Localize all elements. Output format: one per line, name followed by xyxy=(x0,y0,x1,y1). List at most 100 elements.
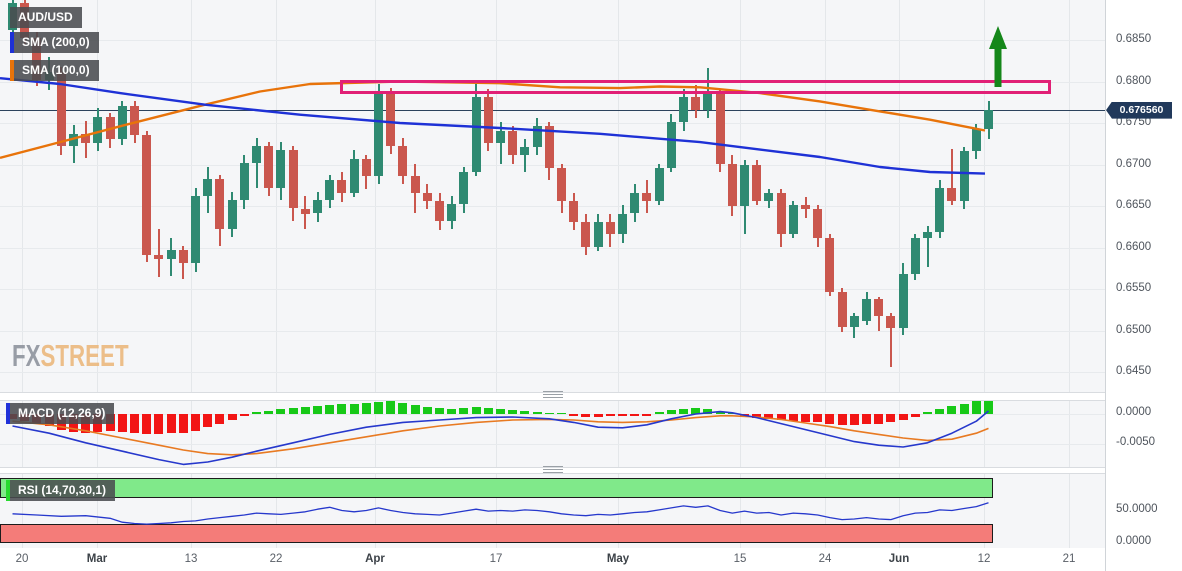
time-tick-label: 24 xyxy=(818,553,832,565)
price-axis-label: 0.6650 xyxy=(1116,199,1152,211)
watermark-fx: FX xyxy=(12,338,41,373)
macd-histogram-bar xyxy=(471,406,481,414)
candle-body xyxy=(544,126,554,168)
macd-histogram-bar xyxy=(386,401,396,414)
time-axis[interactable]: 20 Mar 13 22 Apr 17 May 15 24 Jun 12 21 xyxy=(0,548,1105,571)
macd-histogram-bar xyxy=(557,412,566,414)
macd-axis-label: 0.0000 xyxy=(1116,406,1152,418)
sma100-label: SMA (100,0) xyxy=(14,60,99,81)
vertical-gridline xyxy=(97,474,98,548)
price-axis-label: 0.6550 xyxy=(1116,282,1152,294)
rsi-pane[interactable] xyxy=(0,473,1105,549)
time-tick-label: 12 xyxy=(977,553,991,565)
vertical-gridline xyxy=(276,474,277,548)
macd-histogram-bar xyxy=(398,403,408,414)
candle-body xyxy=(471,97,481,172)
resistance-zone-rectangle[interactable] xyxy=(340,79,1051,94)
macd-histogram-bar xyxy=(361,403,371,414)
macd-histogram-bar xyxy=(422,406,432,414)
vertical-gridline xyxy=(1069,401,1070,467)
macd-axis-label: -0.0050 xyxy=(1116,436,1156,448)
candle-body xyxy=(398,146,408,177)
fxstreet-watermark-logo: FXSTREET xyxy=(12,338,129,374)
candle-body xyxy=(703,93,713,110)
main-price-pane[interactable] xyxy=(0,0,1105,393)
candle-body xyxy=(837,292,847,328)
macd-histogram-bar xyxy=(862,414,871,425)
rsi-line xyxy=(12,502,989,525)
candle-wick xyxy=(255,137,258,188)
macd-histogram-bar xyxy=(410,405,420,414)
macd-histogram-bar xyxy=(117,414,127,432)
candle-wick xyxy=(157,229,160,278)
time-tick-label: 22 xyxy=(269,553,283,565)
candle-body xyxy=(154,255,164,260)
macd-histogram-bar xyxy=(910,414,920,417)
macd-histogram-bar xyxy=(569,414,579,417)
candle-body xyxy=(349,158,359,193)
pane-resize-handle-macd[interactable] xyxy=(543,391,563,398)
price-axis-label: 0.6500 xyxy=(1116,323,1152,336)
candle-body xyxy=(801,205,810,210)
candle-body xyxy=(971,128,981,152)
macd-histogram-bar xyxy=(764,414,774,419)
candle-body xyxy=(178,250,188,264)
vertical-gridline xyxy=(984,401,985,467)
candle-body xyxy=(532,126,542,147)
candle-body xyxy=(142,134,152,255)
candle-body xyxy=(557,167,566,201)
vertical-gridline xyxy=(496,0,497,392)
vertical-gridline xyxy=(191,474,192,548)
candle-body xyxy=(813,209,823,239)
macd-histogram-bar xyxy=(166,414,176,434)
pane-resize-handle-rsi[interactable] xyxy=(543,466,563,473)
rsi-badge[interactable]: RSI (14,70,30,1) xyxy=(6,480,116,501)
candle-body xyxy=(130,105,139,135)
macd-histogram-bar xyxy=(813,414,823,423)
symbol-badge[interactable]: AUD/USD xyxy=(10,7,82,28)
macd-label: MACD (12,26,9) xyxy=(10,403,115,424)
horizontal-gridline xyxy=(0,40,1105,41)
candle-wick xyxy=(950,148,953,206)
vertical-gridline xyxy=(22,0,23,392)
bullish-arrow-annotation[interactable] xyxy=(985,24,1011,92)
vertical-gridline xyxy=(825,474,826,548)
candle-body xyxy=(32,38,42,80)
macd-histogram-bar xyxy=(337,404,347,414)
macd-histogram-bar xyxy=(947,406,957,414)
sma100-badge[interactable]: SMA (100,0) xyxy=(10,60,99,81)
candle-body xyxy=(56,71,66,147)
price-axis-label: 0.6600 xyxy=(1116,240,1152,253)
price-axis[interactable]: 0.6850 0.6800 0.6750 0.6700 0.6650 0.6600 0.65… xyxy=(1105,0,1182,571)
macd-histogram-bar xyxy=(593,414,603,417)
rsi-oversold-band xyxy=(0,523,993,543)
macd-histogram-bar xyxy=(276,409,286,414)
candle-body xyxy=(605,221,615,235)
vertical-gridline xyxy=(1069,474,1070,548)
candle-body xyxy=(984,109,993,129)
macd-badge[interactable]: MACD (12,26,9) xyxy=(6,403,115,424)
sma200-label: SMA (200,0) xyxy=(14,32,99,53)
macd-histogram-bar xyxy=(654,412,664,414)
candle-body xyxy=(374,92,383,177)
rsi-axis-label: 0.0000 xyxy=(1116,535,1152,547)
candle-body xyxy=(910,238,920,275)
macd-histogram-bar xyxy=(349,403,359,414)
macd-histogram-bar xyxy=(837,414,847,425)
time-tick-label: May xyxy=(606,553,630,565)
macd-histogram-bar xyxy=(935,409,945,414)
vertical-gridline xyxy=(22,474,23,548)
candle-body xyxy=(447,204,457,221)
candle-body xyxy=(69,133,78,147)
vertical-gridline xyxy=(191,401,192,467)
price-axis-label: 0.6750 xyxy=(1116,116,1152,128)
macd-histogram-bar xyxy=(520,411,530,414)
symbol-label: AUD/USD xyxy=(10,7,82,28)
macd-histogram-bar xyxy=(801,414,810,422)
macd-histogram-bar xyxy=(886,414,896,423)
vertical-gridline xyxy=(97,0,98,392)
macd-histogram-bar xyxy=(959,403,969,414)
candle-body xyxy=(300,208,310,214)
macd-pane[interactable] xyxy=(0,400,1105,468)
sma200-badge[interactable]: SMA (200,0) xyxy=(10,32,99,53)
